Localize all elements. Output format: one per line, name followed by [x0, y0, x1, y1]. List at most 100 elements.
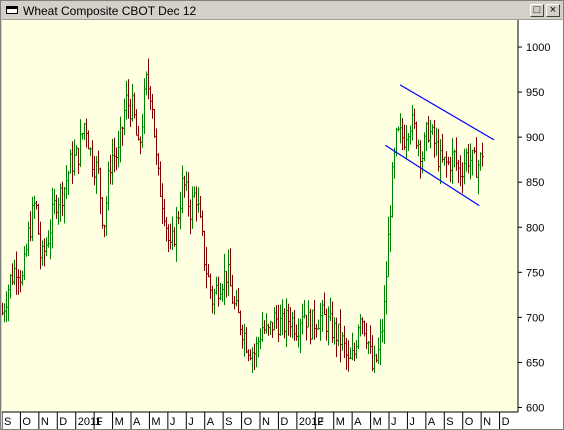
price-bar [128, 79, 130, 119]
x-tick: J [167, 412, 175, 429]
x-tick: A [204, 412, 215, 429]
x-tick-label: A [354, 416, 362, 428]
price-bar [168, 224, 170, 252]
price-bar [416, 121, 418, 149]
x-tick: D [499, 412, 510, 429]
price-bar [32, 196, 34, 242]
y-tick: 950 [518, 87, 544, 99]
price-bar [420, 140, 422, 179]
y-axis-ticks: 600 650 700 750 800 850 900 950 1000 [518, 42, 550, 414]
price-bar [12, 263, 14, 285]
price-bar [424, 132, 426, 162]
y-tick-label: 950 [526, 87, 544, 99]
price-bar [154, 109, 156, 138]
price-bar [178, 211, 180, 225]
trendline[interactable] [384, 144, 480, 207]
price-bar [220, 282, 222, 301]
price-bar [306, 314, 308, 341]
price-bar [44, 238, 46, 267]
price-bar [246, 327, 248, 354]
price-bar [68, 170, 70, 196]
price-bar [264, 320, 266, 335]
x-tick: M [370, 412, 382, 429]
price-bar [228, 249, 230, 296]
price-bar [98, 150, 100, 174]
price-bar [438, 128, 440, 172]
x-tick: O [19, 412, 31, 429]
close-button[interactable]: × [546, 4, 560, 17]
price-bar [296, 324, 298, 341]
price-bar [18, 269, 20, 295]
price-bar [110, 154, 112, 185]
price-bar [260, 328, 262, 350]
x-tick: S [222, 412, 232, 429]
price-bar [184, 175, 186, 198]
price-bar [360, 314, 362, 337]
x-tick-label: M [373, 416, 382, 428]
price-bar [28, 221, 30, 256]
y-tick: 850 [518, 177, 544, 189]
price-bar [196, 186, 198, 222]
price-bar [106, 196, 108, 237]
price-bar [276, 305, 278, 329]
price-bar [100, 167, 102, 215]
price-bar [370, 325, 372, 354]
x-tick: M [333, 412, 345, 429]
price-bar [122, 126, 124, 146]
y-tick: 650 [518, 357, 544, 369]
price-bar [198, 187, 200, 213]
y-tick-label: 650 [526, 357, 544, 369]
price-bar [84, 122, 86, 141]
price-bar [82, 132, 84, 140]
x-tick: S [443, 412, 454, 429]
price-bar [200, 195, 202, 219]
price-bar [102, 197, 104, 229]
price-bar [20, 270, 22, 293]
price-bar [310, 308, 312, 345]
price-bar [64, 186, 66, 224]
price-bar [188, 172, 190, 217]
x-tick-label: D [502, 416, 510, 428]
price-bar [480, 152, 482, 171]
price-bar [226, 271, 228, 298]
price-bar [236, 289, 238, 307]
price-bar [232, 274, 234, 304]
price-bar [368, 340, 370, 354]
x-tick: N [259, 412, 270, 429]
price-bar [242, 324, 244, 349]
y-tick-label: 1000 [526, 42, 550, 54]
price-bar [268, 323, 270, 336]
price-bar [292, 311, 294, 339]
x-tick-label: F [317, 416, 324, 428]
title-bar[interactable]: Wheat Composite CBOT Dec 12 □ × [2, 2, 562, 20]
price-bar [38, 203, 40, 235]
maximize-button[interactable]: □ [530, 4, 544, 17]
price-bar [302, 303, 304, 335]
price-bar [330, 297, 332, 322]
plot-area [2, 20, 518, 412]
price-bar [62, 181, 64, 217]
x-tick: D [277, 412, 288, 429]
trendline[interactable] [399, 84, 495, 141]
price-bar [46, 237, 48, 257]
price-bar [58, 197, 60, 225]
price-bar [270, 320, 272, 335]
price-bars [2, 58, 484, 374]
price-bar [182, 165, 184, 214]
price-bar [60, 183, 62, 223]
x-tick: J [406, 412, 415, 429]
window-icon[interactable] [6, 6, 18, 14]
price-bar [140, 136, 142, 155]
price-bar [48, 230, 50, 248]
price-bar [378, 337, 380, 364]
price-bar [56, 194, 58, 219]
y-tick-label: 600 [526, 402, 544, 414]
price-bar [148, 58, 150, 100]
y-tick: 1000 [518, 42, 550, 54]
price-bar [426, 122, 428, 152]
price-bar [460, 155, 462, 187]
price-bar [284, 308, 286, 339]
y-tick: 750 [518, 267, 544, 279]
price-bar [304, 299, 306, 319]
